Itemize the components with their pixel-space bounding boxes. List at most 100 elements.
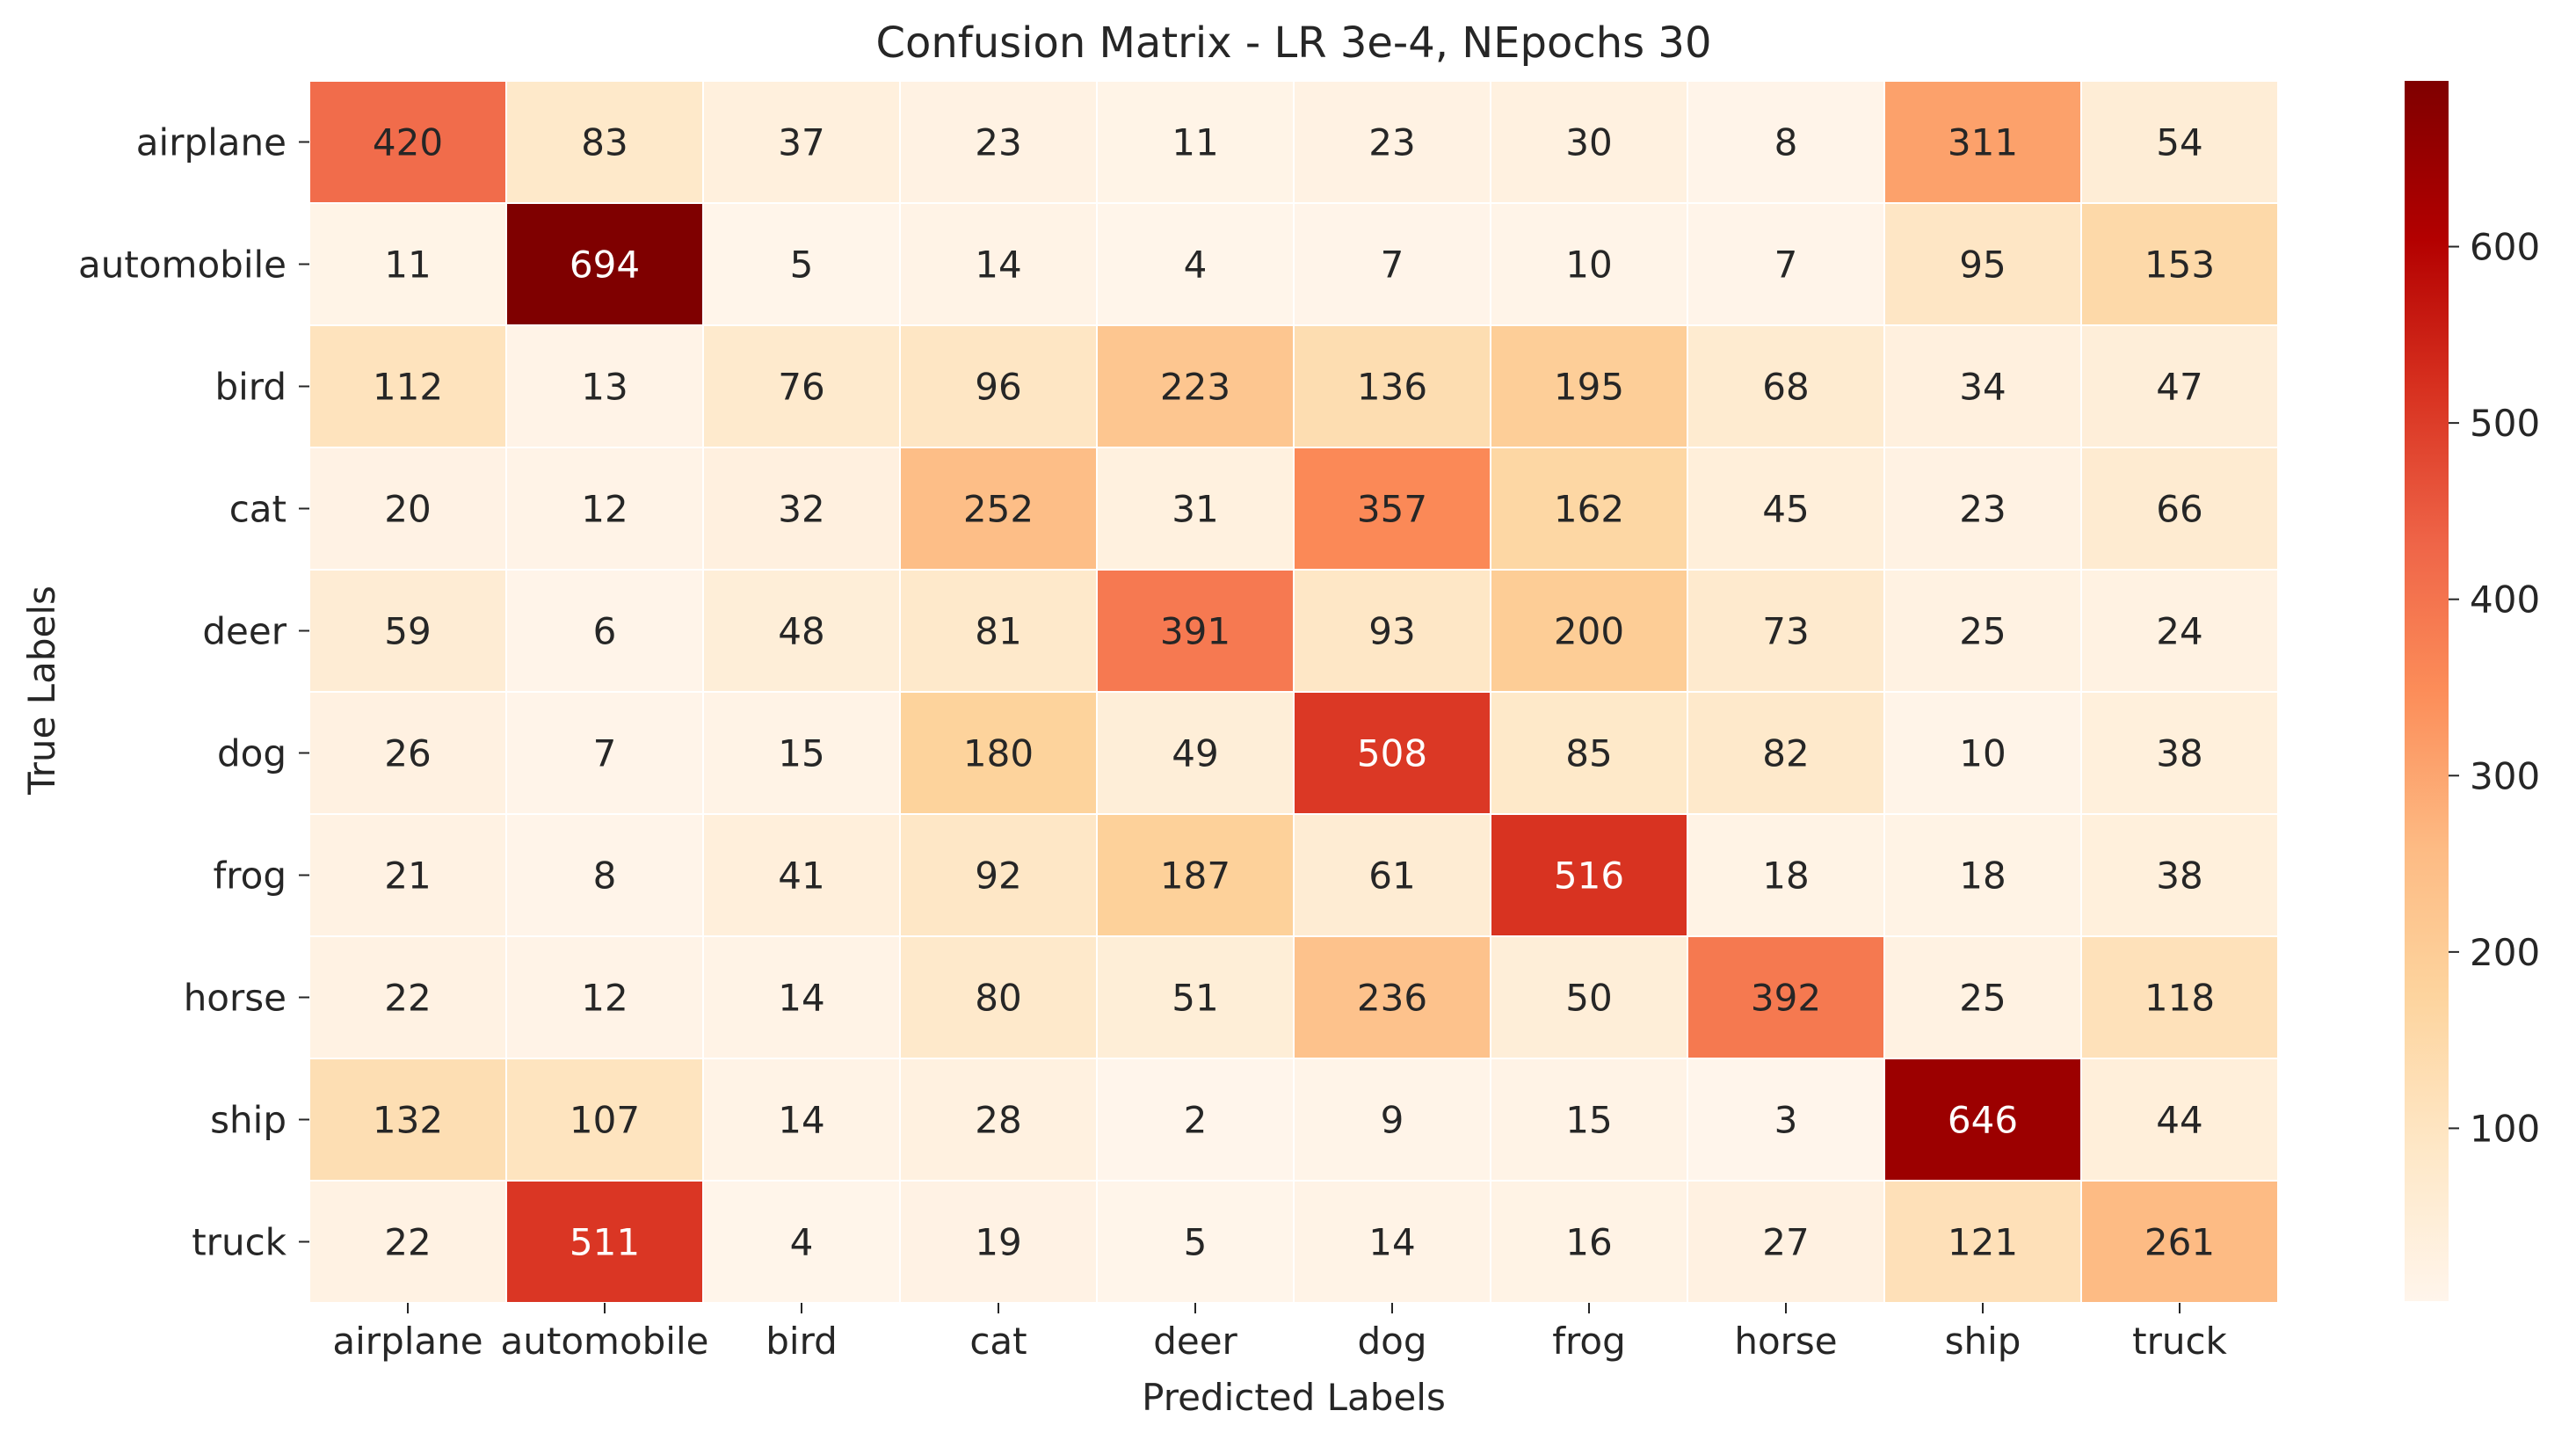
heatmap-cell-value: 59 [384,610,431,653]
x-tick-label: dog [1357,1320,1426,1363]
heatmap-cell [1293,1180,1491,1304]
heatmap-cell [1883,324,2082,448]
heatmap-cell-value: 12 [581,488,628,531]
heatmap-cell-value: 47 [2156,366,2202,409]
heatmap-cell [308,447,507,571]
x-tick-label: frog [1552,1320,1626,1363]
heatmap-cell-value: 25 [1959,977,2006,1020]
heatmap-cell-value: 73 [1762,610,1809,653]
heatmap-cell-value: 7 [593,732,617,775]
heatmap-cell-value: 13 [581,366,628,409]
colorbar [2405,81,2449,1301]
heatmap-cell-value: 11 [1172,121,1218,164]
heatmap-cell-value: 236 [1357,977,1427,1020]
heatmap-cell [1293,569,1491,693]
heatmap-cell-value: 9 [1381,1099,1404,1142]
heatmap-cell [1096,1180,1295,1304]
y-tick-label: deer [202,610,287,653]
heatmap-cell [1883,1180,2082,1304]
heatmap-cell-value: 14 [778,977,824,1020]
heatmap-cell-value: 83 [581,121,628,164]
y-tick-label: bird [214,366,287,409]
heatmap-cell-value: 6 [593,610,617,653]
heatmap-cell-value: 420 [373,121,443,164]
heatmap-cell-value: 37 [778,121,824,164]
heatmap-cell [1293,813,1491,937]
heatmap-cell [2080,80,2279,204]
heatmap-cell [1293,691,1491,815]
heatmap-cell-value: 180 [963,732,1034,775]
heatmap-cell [1687,569,1885,693]
heatmap-cell-value: 12 [581,977,628,1020]
heatmap-cell-value: 19 [975,1221,1021,1264]
heatmap-cell-value: 32 [778,488,824,531]
heatmap-cell-value: 34 [1959,366,2006,409]
heatmap-cell-value: 30 [1565,121,1612,164]
heatmap-cell [1490,324,1688,448]
heatmap-cell [899,935,1098,1059]
heatmap-cell [702,80,901,204]
heatmap-cells [308,80,2279,1304]
heatmap-cell-value: 18 [1959,855,2006,898]
heatmap-cell-value: 223 [1160,366,1230,409]
heatmap-cell [1490,1058,1688,1182]
heatmap-cell [1096,1058,1295,1182]
heatmap-cell-value: 11 [384,244,431,287]
heatmap-cell-value: 26 [384,732,431,775]
y-axis-ticks: airplane automobile bird cat deer dog frog hors… [78,121,309,1264]
heatmap-cell [899,80,1098,204]
heatmap-cell-value: 85 [1565,732,1612,775]
heatmap-cell [1096,569,1295,693]
heatmap-cell [2080,1180,2279,1304]
x-tick-label: truck [2132,1320,2227,1363]
heatmap-cell-value: 187 [1160,855,1230,898]
y-tick-label: cat [229,488,287,531]
heatmap-cell [1490,447,1688,571]
heatmap-cell [505,324,704,448]
heatmap-cell [1883,813,2082,937]
heatmap-cell-value: 112 [373,366,443,409]
heatmap-cell-value: 4 [1184,244,1208,287]
heatmap-cell [899,202,1098,326]
heatmap-cell-value: 392 [1751,977,1821,1020]
heatmap-cell [2080,1058,2279,1182]
heatmap-cell [1490,935,1688,1059]
heatmap-cell-value: 162 [1554,488,1624,531]
heatmap-cell [1883,447,2082,571]
heatmap-cell-value: 107 [570,1099,640,1142]
heatmap-cell [1096,447,1295,571]
heatmap-cell-value: 694 [570,244,640,287]
heatmap-cell [1687,80,1885,204]
heatmap-cell [1490,813,1688,937]
x-tick-label: horse [1734,1320,1837,1363]
heatmap-cell [1883,569,2082,693]
heatmap-cell-value: 311 [1948,121,2018,164]
heatmap-cell-value: 7 [1774,244,1798,287]
colorbar-tick-label: 200 [2470,931,2540,974]
heatmap-cell [505,1058,704,1182]
heatmap-cell [1096,324,1295,448]
heatmap-cell-value: 252 [963,488,1034,531]
colorbar-tick-label: 500 [2470,402,2540,445]
heatmap-cell-value: 10 [1565,244,1612,287]
heatmap-cell-value: 22 [384,1221,431,1264]
heatmap-cell [2080,202,2279,326]
y-tick-label: truck [192,1221,287,1264]
heatmap-cell [2080,447,2279,571]
heatmap-cell-value: 14 [975,244,1021,287]
heatmap-cell [1096,935,1295,1059]
colorbar-tick-label: 400 [2470,578,2540,622]
y-tick-label: airplane [136,121,287,164]
heatmap-cell-value: 2 [1184,1099,1208,1142]
heatmap-cell [702,691,901,815]
heatmap-cell-value: 5 [1184,1221,1208,1264]
heatmap-cell-value: 51 [1172,977,1218,1020]
x-axis-title: Predicted Labels [1142,1376,1446,1419]
heatmap-cell [899,1058,1098,1182]
heatmap-cell [702,569,901,693]
heatmap-cell-value: 646 [1948,1099,2018,1142]
heatmap-cell [505,569,704,693]
x-tick-label: bird [766,1320,838,1363]
heatmap-cell-value: 24 [2156,610,2202,653]
heatmap-cell-value: 195 [1554,366,1624,409]
